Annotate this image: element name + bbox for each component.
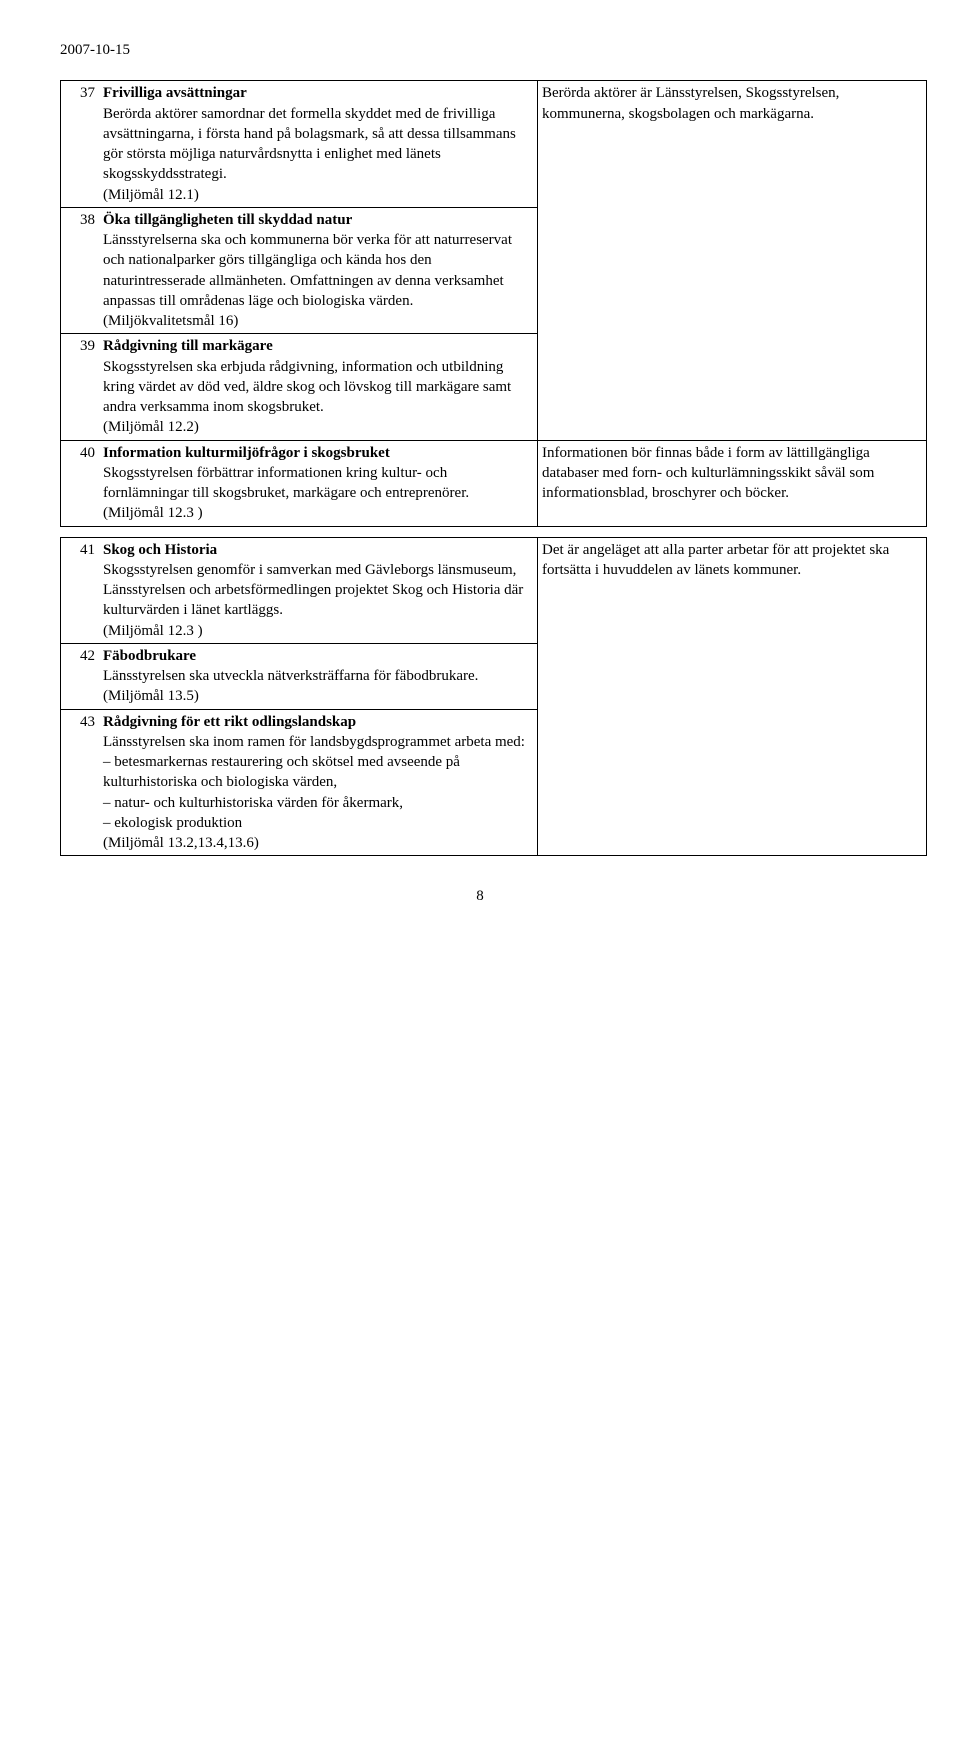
row-number: 39: [61, 334, 100, 440]
row-comment: Det är angeläget att alla parter arbetar…: [538, 537, 927, 856]
header-date: 2007-10-15: [60, 40, 900, 60]
row-comment: Berörda aktörer är Länsstyrelsen, Skogss…: [538, 81, 927, 440]
row-body: Rådgivning till markägareSkogsstyrelsen …: [99, 334, 538, 440]
row-number: 43: [61, 709, 100, 856]
row-body: FäbodbrukareLänsstyrelsen ska utveckla n…: [99, 643, 538, 709]
row-body: Skog och HistoriaSkogsstyrelsen genomför…: [99, 537, 538, 643]
row-body: Rådgivning för ett rikt odlingslandskapL…: [99, 709, 538, 856]
table-row: 40Information kulturmiljöfrågor i skogsb…: [61, 440, 927, 526]
row-number: 42: [61, 643, 100, 709]
row-number: 41: [61, 537, 100, 643]
row-number: 38: [61, 207, 100, 334]
row-body: Information kulturmiljöfrågor i skogsbru…: [99, 440, 538, 526]
page-number: 8: [60, 886, 900, 906]
row-body: Frivilliga avsättningarBerörda aktörer s…: [99, 81, 538, 208]
row-body: Öka tillgängligheten till skyddad naturL…: [99, 207, 538, 334]
table-row: 37Frivilliga avsättningarBerörda aktörer…: [61, 81, 927, 208]
actions-table: 37Frivilliga avsättningarBerörda aktörer…: [60, 80, 927, 856]
table-row: 41Skog och HistoriaSkogsstyrelsen genomf…: [61, 537, 927, 643]
row-number: 37: [61, 81, 100, 208]
row-comment: Informationen bör finnas både i form av …: [538, 440, 927, 526]
row-number: 40: [61, 440, 100, 526]
